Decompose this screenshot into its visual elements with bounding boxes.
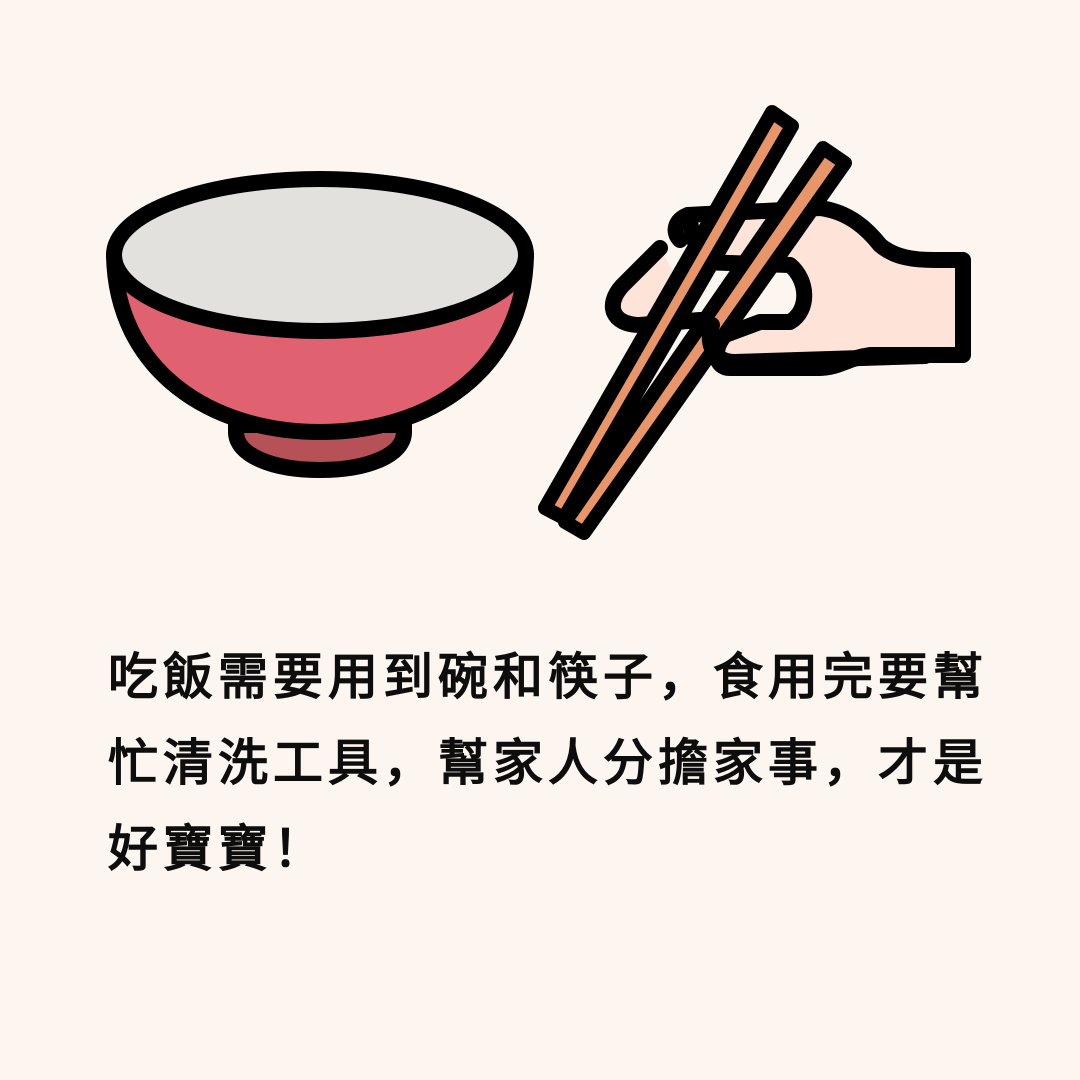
illustration <box>106 105 971 540</box>
caption-line-1: 吃飯需要用到碗和筷子，食用完要幫 <box>108 648 988 706</box>
bowl-icon <box>106 171 534 478</box>
caption-text: 吃飯需要用到碗和筷子，食用完要幫 忙清洗工具，幫家人分擔家事，才是 好寶寶！ <box>108 634 988 892</box>
thumb-icon <box>667 207 933 370</box>
caption-line-2: 忙清洗工具，幫家人分擔家事，才是 <box>108 734 988 792</box>
caption-line-3: 好寶寶！ <box>108 820 328 878</box>
